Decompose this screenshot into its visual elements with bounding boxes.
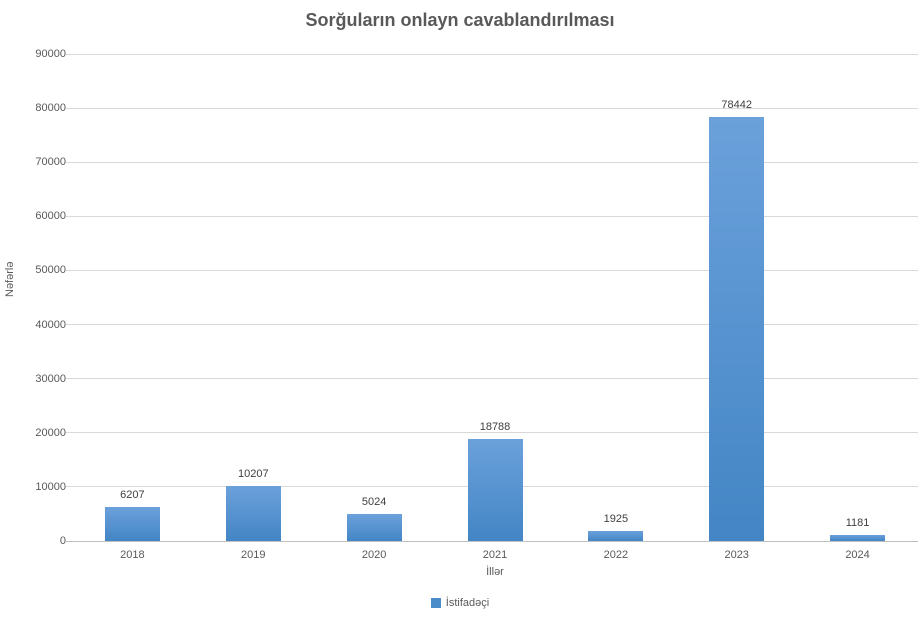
bar-2018 <box>104 507 160 541</box>
y-tick-label-70000: 70000 <box>35 156 66 169</box>
bar-2022 <box>588 530 644 541</box>
y-tick-label-90000: 90000 <box>35 48 66 60</box>
plot-area: 6207 10207 5024 18788 1925 78442 1181 <box>66 53 918 542</box>
y-tick-label-0: 0 <box>59 535 66 547</box>
legend-swatch-icon <box>430 598 441 608</box>
data-label-2024: 1181 <box>845 516 870 529</box>
x-tick-label-2022: 2022 <box>603 549 629 561</box>
gridline-90000 <box>66 53 918 55</box>
bar-2023 <box>709 116 765 541</box>
bar-2021 <box>467 439 523 541</box>
y-tick-label-40000: 40000 <box>35 318 66 331</box>
y-tick-label-50000: 50000 <box>35 264 66 277</box>
y-tick-label-20000: 20000 <box>35 426 66 439</box>
x-tick-label-2018: 2018 <box>120 549 145 561</box>
data-label-2021: 18788 <box>479 421 511 434</box>
gridline-50000 <box>66 269 918 271</box>
chart-legend: İstifadəçi <box>0 597 920 609</box>
y-tick-label-80000: 80000 <box>35 102 66 115</box>
bar-2020 <box>346 513 402 541</box>
x-tick-label-2020: 2020 <box>361 549 387 561</box>
gridline-70000 <box>66 161 918 163</box>
y-tick-label-60000: 60000 <box>35 210 66 223</box>
data-label-2019: 10207 <box>237 467 269 480</box>
bar-2024 <box>830 534 886 541</box>
gridline-80000 <box>66 107 918 109</box>
x-tick-label-2021: 2021 <box>482 549 508 561</box>
x-tick-label-2024: 2024 <box>845 549 870 561</box>
data-label-2023: 78442 <box>721 98 752 111</box>
legend-series-label: İstifadəçi <box>445 597 490 609</box>
x-tick-label-2019: 2019 <box>241 549 266 561</box>
data-label-2022: 1925 <box>603 512 629 525</box>
y-tick-label-30000: 30000 <box>35 372 66 385</box>
data-label-2020: 5024 <box>361 495 387 508</box>
x-tick-label-2023: 2023 <box>724 549 749 561</box>
x-axis-title: İllər <box>486 566 504 578</box>
gridline-30000 <box>66 378 918 380</box>
y-tick-label-10000: 10000 <box>35 480 66 493</box>
data-label-2018: 6207 <box>120 489 145 502</box>
gridline-20000 <box>66 432 918 434</box>
gridline-40000 <box>66 324 918 326</box>
bar-2019 <box>225 485 281 541</box>
gridline-0 <box>66 540 918 542</box>
chart-title: Sorğuların onlayn cavablandırılması <box>305 10 615 30</box>
gridline-60000 <box>66 215 918 217</box>
